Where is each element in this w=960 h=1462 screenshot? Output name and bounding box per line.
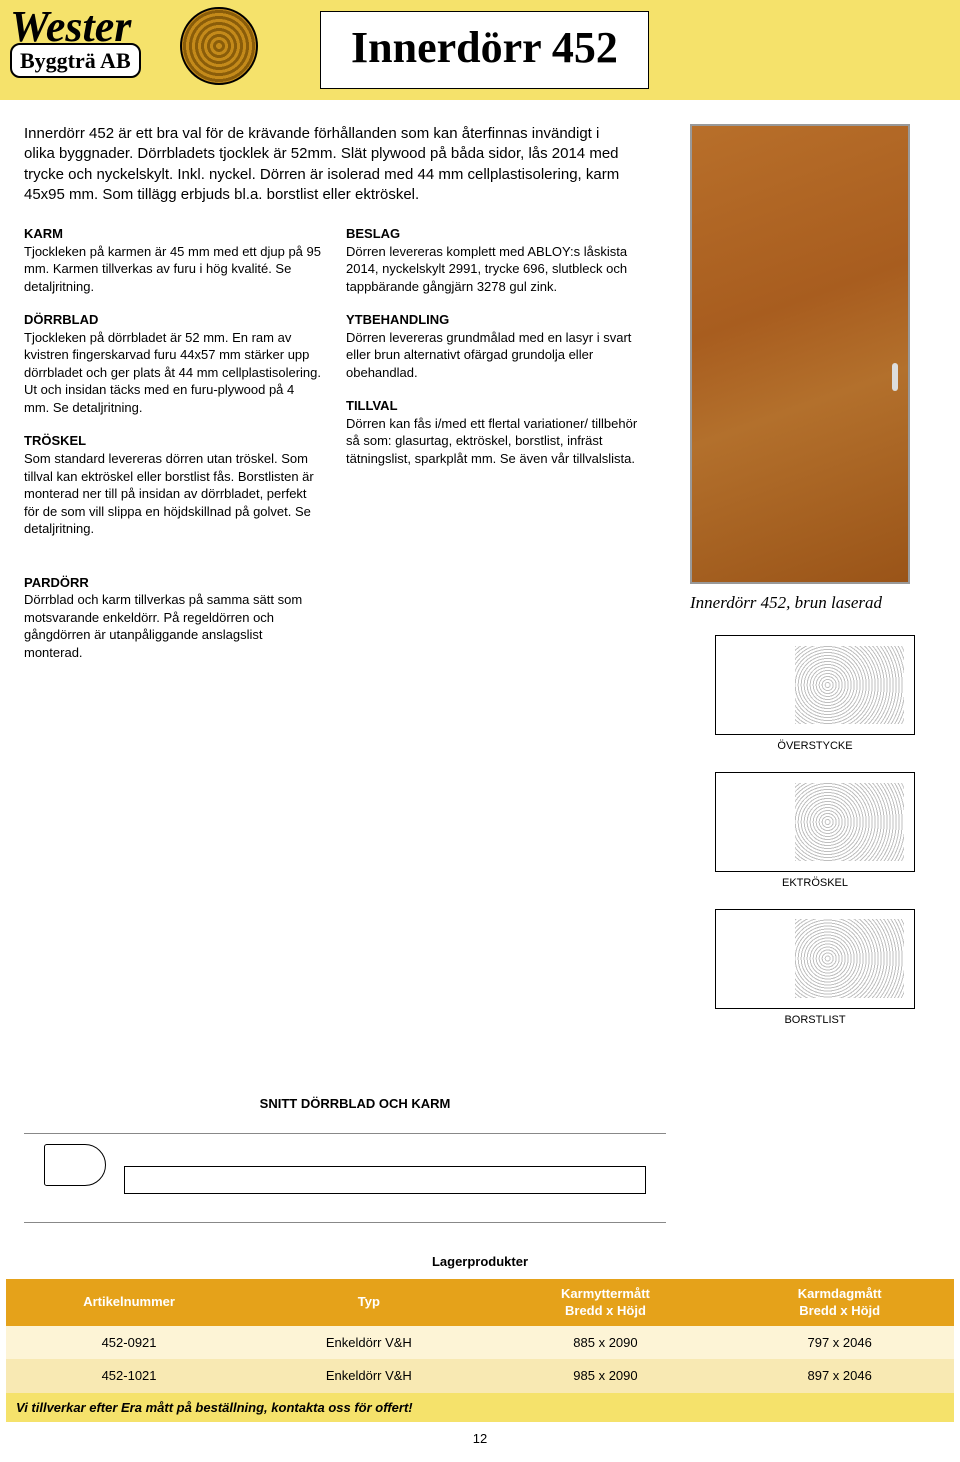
table-row: 452-0921 Enkeldörr V&H 885 x 2090 797 x …	[6, 1326, 954, 1360]
intro-paragraph: Innerdörr 452 är ett bra val för de kräv…	[24, 124, 624, 205]
section-karm-title: KARM	[24, 225, 322, 243]
cross-section-title: SNITT DÖRRBLAD OCH KARM	[24, 1095, 686, 1113]
door-image-caption: Innerdörr 452, brun laserad	[690, 592, 940, 615]
th-karmdagmatt: Karmdagmått Bredd x Höjd	[725, 1279, 954, 1326]
cell-dag: 897 x 2046	[725, 1359, 954, 1393]
section-beslag-title: BESLAG	[346, 225, 644, 243]
section-beslag: BESLAG Dörren levereras komplett med ABL…	[346, 225, 644, 295]
logo-text-bottom: Byggträ AB	[10, 43, 141, 79]
tech-drawing-borstlist	[715, 909, 915, 1009]
section-tillval: TILLVAL Dörren kan fås i/med ett flertal…	[346, 397, 644, 467]
section-troskel-title: TRÖSKEL	[24, 432, 322, 450]
section-karm: KARM Tjockleken på karmen är 45 mm med e…	[24, 225, 322, 295]
section-dorrblad-title: DÖRRBLAD	[24, 311, 322, 329]
section-ytbehandling-title: YTBEHANDLING	[346, 311, 644, 329]
th-karmdag-line1: Karmdagmått	[798, 1286, 882, 1301]
section-tillval-body: Dörren kan fås i/med ett flertal variati…	[346, 415, 644, 468]
company-logo: Wester Byggträ AB	[10, 7, 240, 93]
th-karmytter-line1: Karmyttermått	[561, 1286, 650, 1301]
cell-typ: Enkeldörr V&H	[252, 1326, 485, 1360]
cell-dag: 797 x 2046	[725, 1326, 954, 1360]
header-banner: Wester Byggträ AB Innerdörr 452	[0, 0, 960, 100]
section-troskel-body: Som standard levereras dörren utan trösk…	[24, 450, 322, 538]
table-footnote-row: Vi tillverkar efter Era mått på beställn…	[6, 1393, 954, 1423]
tech-label-borstlist: BORSTLIST	[715, 1013, 915, 1028]
section-dorrblad-body: Tjockleken på dörrbladet är 52 mm. En ra…	[24, 329, 322, 417]
cell-artnr: 452-1021	[6, 1359, 252, 1393]
page-title-box: Innerdörr 452	[320, 11, 649, 88]
products-table: Artikelnummer Typ Karmyttermått Bredd x …	[6, 1279, 954, 1423]
stock-products-title: Lagerprodukter	[6, 1253, 954, 1271]
th-karmytter-line2: Bredd x Höjd	[565, 1303, 646, 1318]
th-karmdag-line2: Bredd x Höjd	[799, 1303, 880, 1318]
section-ytbehandling-body: Dörren levereras grundmålad med en lasyr…	[346, 329, 644, 382]
section-troskel: TRÖSKEL Som standard levereras dörren ut…	[24, 432, 322, 537]
cell-ytter: 885 x 2090	[486, 1326, 726, 1360]
cell-ytter: 985 x 2090	[486, 1359, 726, 1393]
cross-section-drawing	[24, 1133, 666, 1223]
tech-label-ektroskel: EKTRÖSKEL	[715, 876, 915, 891]
th-artikelnummer: Artikelnummer	[6, 1279, 252, 1326]
section-pardorr-body: Dörrblad och karm tillverkas på samma sä…	[24, 591, 324, 661]
section-dorrblad: DÖRRBLAD Tjockleken på dörrbladet är 52 …	[24, 311, 322, 416]
section-pardorr: PARDÖRR Dörrblad och karm tillverkas på …	[24, 574, 324, 662]
tech-label-overstycke: ÖVERSTYCKE	[715, 739, 915, 754]
section-karm-body: Tjockleken på karmen är 45 mm med ett dj…	[24, 243, 322, 296]
table-footnote: Vi tillverkar efter Era mått på beställn…	[6, 1393, 954, 1423]
table-row: 452-1021 Enkeldörr V&H 985 x 2090 897 x …	[6, 1359, 954, 1393]
section-ytbehandling: YTBEHANDLING Dörren levereras grundmålad…	[346, 311, 644, 381]
section-pardorr-title: PARDÖRR	[24, 574, 324, 592]
page-number: 12	[0, 1422, 960, 1462]
tech-drawing-ektroskel	[715, 772, 915, 872]
section-tillval-title: TILLVAL	[346, 397, 644, 415]
th-typ: Typ	[252, 1279, 485, 1326]
logo-wood-ring-icon	[180, 7, 258, 85]
door-product-image	[690, 124, 910, 584]
section-beslag-body: Dörren levereras komplett med ABLOY:s lå…	[346, 243, 644, 296]
page-title: Innerdörr 452	[351, 18, 618, 77]
tech-drawing-overstycke	[715, 635, 915, 735]
cell-artnr: 452-0921	[6, 1326, 252, 1360]
cell-typ: Enkeldörr V&H	[252, 1359, 485, 1393]
th-karmyttermatt: Karmyttermått Bredd x Höjd	[486, 1279, 726, 1326]
